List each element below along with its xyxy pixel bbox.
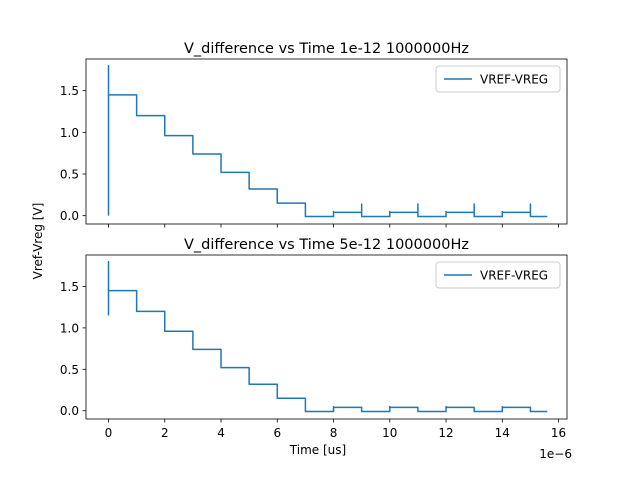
y-tick-label: 1.0 — [60, 321, 79, 335]
legend-box — [435, 65, 561, 93]
plot-frame — [85, 58, 568, 225]
y-tick-label: 0.0 — [60, 404, 79, 418]
top-subplot: V_difference vs Time 1e-12 1000000Hz 0.0 0… — [60, 41, 568, 228]
plot-frame — [85, 254, 568, 420]
x-tick-label: 14 — [495, 426, 510, 440]
legend-box — [435, 261, 561, 289]
y-tick-label: 1.0 — [60, 126, 79, 140]
legend: VREF-VREG — [435, 65, 561, 93]
y-tick-label: 1.5 — [60, 280, 79, 294]
x-tick-label: 12 — [438, 426, 453, 440]
shared-x-axis-label: Time [us] — [289, 443, 346, 457]
y-tick-label: 1.5 — [60, 84, 79, 98]
chart-title: V_difference vs Time 1e-12 1000000Hz — [184, 41, 469, 57]
x-tick-label: 2 — [161, 426, 169, 440]
y-tick-label: 0.5 — [60, 363, 79, 377]
chart-title: V_difference vs Time 5e-12 1000000Hz — [184, 237, 469, 253]
x-tick-label: 10 — [382, 426, 397, 440]
x-tick-label: 8 — [330, 426, 338, 440]
series-line-0 — [107, 260, 548, 413]
series-line-0 — [107, 64, 548, 218]
x-tick-label: 16 — [551, 426, 566, 440]
y-tick-label: 0.5 — [60, 168, 79, 182]
legend-label: VREF-VREG — [480, 73, 548, 87]
x-tick-label: 0 — [105, 426, 113, 440]
bottom-subplot: V_difference vs Time 5e-12 1000000Hz 0.0 0… — [60, 237, 568, 440]
legend-label: VREF-VREG — [480, 269, 548, 283]
legend: VREF-VREG — [435, 261, 561, 289]
x-tick-label: 4 — [217, 426, 225, 440]
y-tick-label: 0.0 — [60, 209, 79, 223]
shared-y-axis-label: Vref-Vreg [V] — [31, 203, 45, 280]
x-tick-label: 6 — [273, 426, 281, 440]
x-axis-offset-text: 1e−6 — [539, 447, 572, 461]
